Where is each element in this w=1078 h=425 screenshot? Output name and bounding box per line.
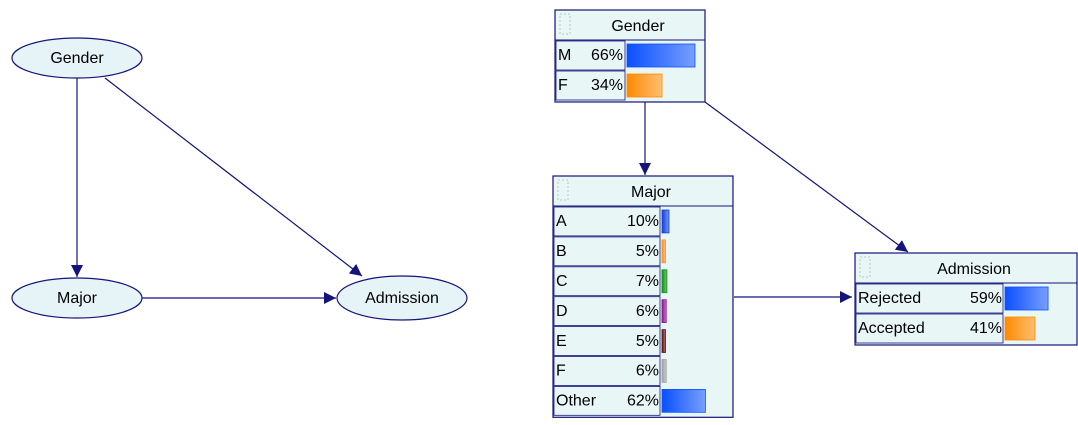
state-cell — [553, 385, 661, 416]
state-bar — [661, 239, 666, 264]
state-name: B — [556, 243, 567, 260]
node — [11, 277, 143, 319]
node-label: Admission — [365, 290, 439, 307]
state-name: Other — [556, 393, 597, 410]
state-cell — [555, 70, 626, 101]
state-cell — [855, 313, 1004, 344]
edge — [704, 101, 909, 253]
state-cell — [553, 206, 661, 237]
right-edges — [639, 101, 909, 303]
state-cell — [855, 283, 1004, 314]
node-label: Major — [57, 290, 98, 307]
state-name: M — [558, 47, 571, 64]
state-cell — [553, 296, 661, 327]
node-label: Gender — [50, 50, 104, 67]
state-percent: 5% — [636, 243, 659, 260]
node-icon — [559, 13, 571, 35]
state-name: C — [556, 273, 568, 290]
state-percent: 62% — [627, 393, 659, 410]
state-bar — [661, 359, 667, 383]
state-name: A — [556, 213, 567, 230]
state-name: D — [556, 303, 568, 320]
node-title: Admission — [937, 261, 1011, 278]
state-bar — [1004, 316, 1036, 341]
state-percent: 6% — [636, 303, 659, 320]
node — [11, 37, 143, 79]
state-bar — [626, 43, 696, 68]
state-cell — [553, 356, 661, 386]
state-bar — [661, 209, 670, 234]
node-icon — [859, 256, 871, 278]
edge — [104, 77, 363, 277]
state-percent: 66% — [591, 47, 623, 64]
state-bar — [1004, 286, 1049, 311]
state-name: Accepted — [858, 320, 925, 337]
state-name: F — [558, 77, 568, 94]
state-name: F — [556, 363, 566, 380]
state-name: E — [556, 333, 567, 350]
node-icon — [557, 179, 569, 201]
state-percent: 59% — [970, 290, 1002, 307]
state-bar — [626, 73, 663, 98]
node-title: Major — [631, 184, 672, 201]
left-edges — [71, 77, 363, 304]
state-percent: 34% — [591, 77, 623, 94]
state-percent: 41% — [970, 320, 1002, 337]
state-cell — [553, 266, 661, 297]
state-percent: 5% — [636, 333, 659, 350]
state-bar — [661, 299, 667, 324]
state-cell — [553, 236, 661, 267]
state-percent: 10% — [627, 213, 659, 230]
state-name: Rejected — [858, 290, 921, 307]
state-percent: 6% — [636, 363, 659, 380]
state-cell — [553, 326, 661, 356]
state-bar — [661, 329, 666, 353]
state-bar — [661, 269, 668, 294]
state-cell — [555, 40, 626, 71]
state-bar — [661, 388, 706, 413]
node — [336, 275, 468, 321]
node-title: Gender — [611, 18, 665, 35]
state-percent: 7% — [636, 273, 659, 290]
